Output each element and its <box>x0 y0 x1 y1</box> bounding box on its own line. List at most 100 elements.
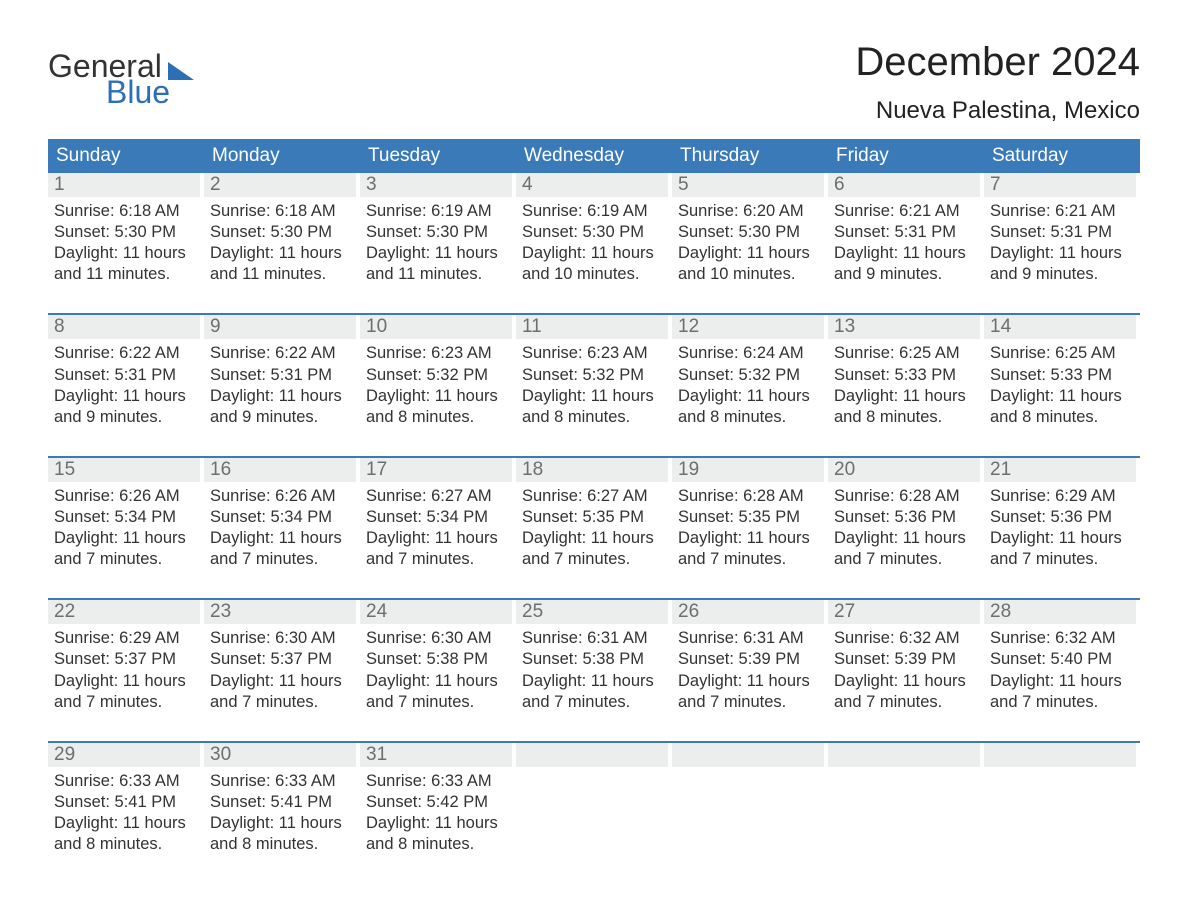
sunrise-line: Sunrise: 6:28 AM <box>678 486 818 507</box>
daylight-line-2: and 7 minutes. <box>210 549 350 570</box>
sunrise-line: Sunrise: 6:26 AM <box>210 486 350 507</box>
sunset-line: Sunset: 5:31 PM <box>54 365 194 386</box>
daylight-line-2: and 10 minutes. <box>678 264 818 285</box>
daylight-line-1: Daylight: 11 hours <box>990 386 1130 407</box>
daylight-line-2: and 10 minutes. <box>522 264 662 285</box>
day-cell-empty: . <box>672 743 828 865</box>
sunrise-line: Sunrise: 6:25 AM <box>834 343 974 364</box>
sunrise-line: Sunrise: 6:28 AM <box>834 486 974 507</box>
day-number-bar: 28 <box>984 600 1136 624</box>
day-number-bar: 11 <box>516 315 668 339</box>
day-details: Sunrise: 6:19 AMSunset: 5:30 PMDaylight:… <box>516 197 668 285</box>
day-number-bar: 5 <box>672 173 824 197</box>
day-cell: 4Sunrise: 6:19 AMSunset: 5:30 PMDaylight… <box>516 173 672 295</box>
day-number: 4 <box>516 173 668 197</box>
sunset-line: Sunset: 5:39 PM <box>678 649 818 670</box>
daylight-line-2: and 7 minutes. <box>834 549 974 570</box>
day-cell: 22Sunrise: 6:29 AMSunset: 5:37 PMDayligh… <box>48 600 204 722</box>
day-number: 9 <box>204 315 356 339</box>
day-cell: 7Sunrise: 6:21 AMSunset: 5:31 PMDaylight… <box>984 173 1140 295</box>
daylight-line-2: and 7 minutes. <box>678 549 818 570</box>
day-cell: 10Sunrise: 6:23 AMSunset: 5:32 PMDayligh… <box>360 315 516 437</box>
day-details: Sunrise: 6:29 AMSunset: 5:37 PMDaylight:… <box>48 624 200 712</box>
day-number-bar: 1 <box>48 173 200 197</box>
day-number: 3 <box>360 173 512 197</box>
day-number-bar: 4 <box>516 173 668 197</box>
day-number: 6 <box>828 173 980 197</box>
sunrise-line: Sunrise: 6:21 AM <box>834 201 974 222</box>
day-number-bar: 6 <box>828 173 980 197</box>
daylight-line-2: and 9 minutes. <box>210 407 350 428</box>
day-details: Sunrise: 6:32 AMSunset: 5:39 PMDaylight:… <box>828 624 980 712</box>
sunrise-line: Sunrise: 6:29 AM <box>990 486 1130 507</box>
day-number: 22 <box>48 600 200 624</box>
sunrise-line: Sunrise: 6:18 AM <box>54 201 194 222</box>
sunrise-line: Sunrise: 6:26 AM <box>54 486 194 507</box>
daylight-line-1: Daylight: 11 hours <box>54 528 194 549</box>
day-details: Sunrise: 6:29 AMSunset: 5:36 PMDaylight:… <box>984 482 1136 570</box>
sunrise-line: Sunrise: 6:29 AM <box>54 628 194 649</box>
day-number-bar: 20 <box>828 458 980 482</box>
daylight-line-1: Daylight: 11 hours <box>366 386 506 407</box>
sunset-line: Sunset: 5:39 PM <box>834 649 974 670</box>
day-number-bar: 18 <box>516 458 668 482</box>
day-cell: 31Sunrise: 6:33 AMSunset: 5:42 PMDayligh… <box>360 743 516 865</box>
sunset-line: Sunset: 5:36 PM <box>990 507 1130 528</box>
daylight-line-1: Daylight: 11 hours <box>990 671 1130 692</box>
day-number: 2 <box>204 173 356 197</box>
sunrise-line: Sunrise: 6:27 AM <box>366 486 506 507</box>
brand-word-blue: Blue <box>106 76 170 108</box>
sunset-line: Sunset: 5:30 PM <box>210 222 350 243</box>
sunrise-line: Sunrise: 6:30 AM <box>366 628 506 649</box>
day-cell: 6Sunrise: 6:21 AMSunset: 5:31 PMDaylight… <box>828 173 984 295</box>
day-cell: 16Sunrise: 6:26 AMSunset: 5:34 PMDayligh… <box>204 458 360 580</box>
daylight-line-1: Daylight: 11 hours <box>366 813 506 834</box>
day-details: Sunrise: 6:26 AMSunset: 5:34 PMDaylight:… <box>48 482 200 570</box>
day-number-bar: . <box>672 743 824 767</box>
daylight-line-1: Daylight: 11 hours <box>990 243 1130 264</box>
daylight-line-2: and 7 minutes. <box>366 549 506 570</box>
sunset-line: Sunset: 5:37 PM <box>54 649 194 670</box>
day-cell: 12Sunrise: 6:24 AMSunset: 5:32 PMDayligh… <box>672 315 828 437</box>
day-number: 15 <box>48 458 200 482</box>
daylight-line-1: Daylight: 11 hours <box>210 386 350 407</box>
daylight-line-2: and 7 minutes. <box>834 692 974 713</box>
day-number-bar: 26 <box>672 600 824 624</box>
day-cell: 11Sunrise: 6:23 AMSunset: 5:32 PMDayligh… <box>516 315 672 437</box>
week-row: 1 Sunrise: 6:18 AM Sunset: 5:30 PM Daylight… <box>48 173 1140 295</box>
calendar-grid: SundayMondayTuesdayWednesdayThursdayFrid… <box>48 139 1140 865</box>
day-cell: 20Sunrise: 6:28 AMSunset: 5:36 PMDayligh… <box>828 458 984 580</box>
dow-header-row: SundayMondayTuesdayWednesdayThursdayFrid… <box>48 139 1140 173</box>
day-details: Sunrise: 6:33 AMSunset: 5:42 PMDaylight:… <box>360 767 512 855</box>
sunrise-line: Sunrise: 6:20 AM <box>678 201 818 222</box>
daylight-line-2: and 7 minutes. <box>54 692 194 713</box>
day-cell: 19Sunrise: 6:28 AMSunset: 5:35 PMDayligh… <box>672 458 828 580</box>
day-number-bar: 30 <box>204 743 356 767</box>
calendar-page: General Blue December 2024 Nueva Palesti… <box>0 0 1188 895</box>
daylight-line-2: and 7 minutes. <box>990 692 1130 713</box>
daylight-line-1: Daylight: 11 hours <box>54 386 194 407</box>
day-number: 12 <box>672 315 824 339</box>
daylight-line-2: and 7 minutes. <box>210 692 350 713</box>
sunset-line: Sunset: 5:36 PM <box>834 507 974 528</box>
day-number: 23 <box>204 600 356 624</box>
day-cell: 21Sunrise: 6:29 AMSunset: 5:36 PMDayligh… <box>984 458 1140 580</box>
sunset-line: Sunset: 5:33 PM <box>834 365 974 386</box>
triangle-icon <box>168 62 194 80</box>
day-cell-empty: . <box>516 743 672 865</box>
day-details: Sunrise: 6:27 AMSunset: 5:34 PMDaylight:… <box>360 482 512 570</box>
sunrise-line: Sunrise: 6:22 AM <box>54 343 194 364</box>
title-block: December 2024 Nueva Palestina, Mexico <box>855 40 1140 125</box>
day-number-bar: 2 <box>204 173 356 197</box>
day-number-bar: 22 <box>48 600 200 624</box>
day-details: Sunrise: 6:24 AMSunset: 5:32 PMDaylight:… <box>672 339 824 427</box>
day-number-bar: 29 <box>48 743 200 767</box>
sunrise-line: Sunrise: 6:23 AM <box>522 343 662 364</box>
sunrise-line: Sunrise: 6:33 AM <box>210 771 350 792</box>
daylight-line-2: and 8 minutes. <box>834 407 974 428</box>
brand-logo: General Blue <box>48 50 194 108</box>
day-details: Sunrise: 6:27 AMSunset: 5:35 PMDaylight:… <box>516 482 668 570</box>
daylight-line-2: and 9 minutes. <box>990 264 1130 285</box>
daylight-line-1: Daylight: 11 hours <box>54 243 194 264</box>
weeks-container: 1 Sunrise: 6:18 AM Sunset: 5:30 PM Daylight… <box>48 173 1140 865</box>
